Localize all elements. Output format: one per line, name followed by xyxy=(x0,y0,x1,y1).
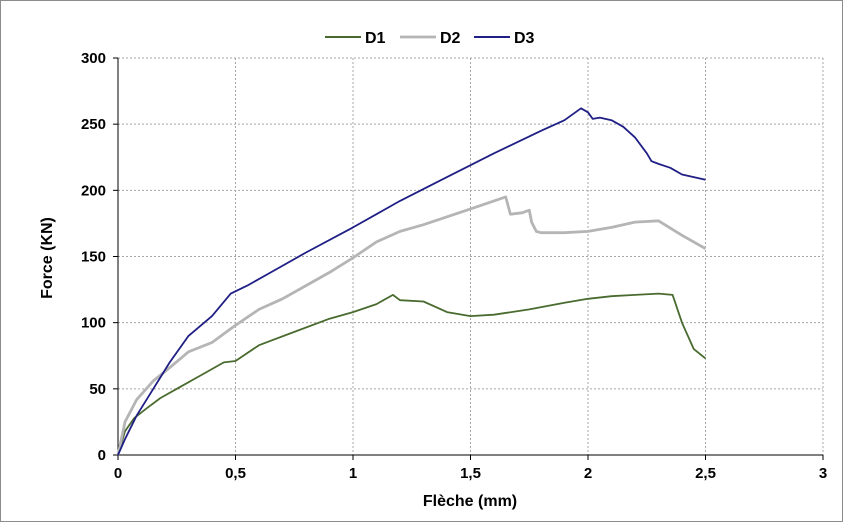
y-axis-title: Force (KN) xyxy=(39,217,56,299)
series-line-d1 xyxy=(117,292,707,456)
x-axis-title: Flèche (mm) xyxy=(423,493,517,510)
series-line-d3 xyxy=(117,107,706,456)
legend-label-d1: D1 xyxy=(365,30,386,47)
x-tick-label: 1,5 xyxy=(460,465,481,482)
legend-label-d3: D3 xyxy=(514,30,535,47)
y-tick-label: 200 xyxy=(81,182,106,199)
series-line-d2 xyxy=(116,195,707,456)
y-tick-label: 50 xyxy=(89,381,106,398)
x-tick-label: 0,5 xyxy=(225,465,246,482)
y-tick-label: 150 xyxy=(81,249,106,266)
y-tick-label: 0 xyxy=(98,447,106,464)
x-tick-label: 2,5 xyxy=(695,465,716,482)
legend: D1 D2 D3 xyxy=(325,30,535,47)
x-tick-label: 2 xyxy=(584,465,592,482)
x-tick-label: 0 xyxy=(114,465,122,482)
axes xyxy=(113,57,824,460)
x-tick-label: 3 xyxy=(819,465,827,482)
y-tick-label: 300 xyxy=(81,50,106,67)
x-tick-label: 1 xyxy=(349,465,357,482)
legend-label-d2: D2 xyxy=(440,30,461,47)
series-lines xyxy=(116,107,707,456)
y-tick-label: 100 xyxy=(81,315,106,332)
grid-lines xyxy=(118,57,824,455)
x-tick-labels: 0 0,5 1 1,5 2 2,5 3 xyxy=(114,465,827,482)
y-tick-labels: 0 50 100 150 200 250 300 xyxy=(81,50,106,464)
y-tick-label: 250 xyxy=(81,116,106,133)
